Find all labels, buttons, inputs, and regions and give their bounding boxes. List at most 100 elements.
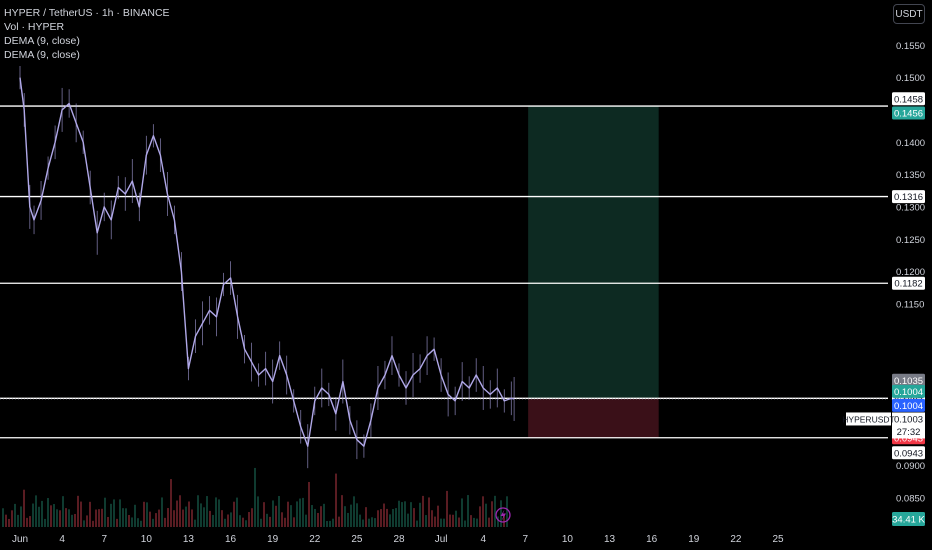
volume-bar <box>347 513 349 527</box>
y-axis-tick-label: 0.1550 <box>896 41 925 52</box>
y-axis-tick-label: 0.1500 <box>896 73 925 84</box>
volume-bar <box>389 514 391 527</box>
profit-zone[interactable] <box>528 106 659 398</box>
volume-bar <box>446 491 448 527</box>
volume-bar <box>473 518 475 527</box>
volume-bar <box>221 510 223 527</box>
x-axis-tick-label: 19 <box>267 534 279 545</box>
x-axis-tick-label: Jun <box>12 534 28 545</box>
volume-bar <box>20 506 22 527</box>
volume-bar <box>11 510 13 527</box>
y-axis-tick-label: 0.1150 <box>896 299 924 310</box>
volume-bar <box>200 503 202 527</box>
volume-bar <box>317 513 319 527</box>
volume-bar <box>110 504 112 527</box>
current-price-value: 0.1003 <box>894 414 923 425</box>
volume-bar <box>35 495 37 527</box>
x-axis-tick-label: 13 <box>604 534 616 545</box>
volume-bar <box>443 519 445 527</box>
volume-bar <box>155 513 157 527</box>
volume-bar <box>488 518 490 527</box>
volume-bar <box>38 507 40 527</box>
volume-bar <box>146 502 148 527</box>
volume-bar <box>122 508 124 527</box>
volume-bar <box>65 508 67 527</box>
volume-bar <box>50 505 52 527</box>
dema-indicator-label-1[interactable]: DEMA (9, close) <box>4 34 170 48</box>
volume-bar <box>107 517 109 527</box>
volume-bar <box>191 509 193 527</box>
volume-bar <box>233 502 235 527</box>
volume-bar <box>482 496 484 527</box>
currency-button[interactable]: USDT <box>893 4 925 24</box>
volume-bar <box>218 499 220 527</box>
x-axis-tick-label: 10 <box>562 534 574 545</box>
volume-bar <box>161 497 163 527</box>
volume-bar <box>143 502 145 527</box>
x-axis-tick-label: 22 <box>309 534 321 545</box>
volume-bar <box>74 514 76 527</box>
volume-bar <box>137 518 139 527</box>
volume-bar <box>185 507 187 527</box>
tag-entry-2: 0.1004 <box>894 401 923 412</box>
volume-bar <box>284 518 286 527</box>
volume-bar <box>440 519 442 527</box>
volume-bar <box>206 496 208 527</box>
volume-bar <box>461 498 463 527</box>
volume-bar <box>236 498 238 527</box>
volume-bar <box>332 519 334 527</box>
volume-bar <box>158 510 160 527</box>
x-axis-tick-label: 25 <box>772 534 784 545</box>
symbol-title[interactable]: HYPER / TetherUS · 1h · BINANCE <box>4 6 170 20</box>
volume-bar <box>14 504 16 527</box>
volume-bar <box>95 510 97 527</box>
volume-bar <box>170 479 172 527</box>
symbol-label: HYPERUSDT <box>842 414 894 424</box>
volume-bar <box>356 503 358 527</box>
y-axis-tick-label: 0.0850 <box>896 493 925 504</box>
volume-bar <box>365 507 367 527</box>
tag-stop-2: 0.0943 <box>894 448 923 459</box>
volume-bar <box>398 501 400 527</box>
volume-bar <box>257 496 259 527</box>
y-axis-tick-label: 0.1300 <box>896 202 925 213</box>
volume-bar <box>341 495 343 527</box>
volume-bar <box>338 517 340 527</box>
volume-bar <box>305 515 307 527</box>
volume-indicator-label[interactable]: Vol · HYPER <box>4 20 170 34</box>
volume-bar <box>458 518 460 527</box>
volume-bar <box>113 499 115 527</box>
volume-bar <box>404 501 406 527</box>
volume-bar <box>425 515 427 527</box>
volume-bar <box>464 521 466 527</box>
volume-bar <box>428 497 430 527</box>
x-axis-tick-label: 25 <box>351 534 363 545</box>
volume-bar <box>131 517 133 527</box>
volume-bar <box>167 508 169 527</box>
volume-bar <box>209 511 211 527</box>
chart-legend: HYPER / TetherUS · 1h · BINANCE Vol · HY… <box>4 6 170 62</box>
long-position-tool[interactable] <box>528 106 659 438</box>
loss-zone[interactable] <box>528 398 659 437</box>
volume-bar <box>500 500 502 527</box>
volume-bar <box>296 501 298 527</box>
volume-bar <box>41 501 43 527</box>
dema-indicator-label-2[interactable]: DEMA (9, close) <box>4 48 170 62</box>
x-axis-tick-label: 10 <box>141 534 153 545</box>
volume-bar <box>62 496 64 527</box>
volume-bar <box>353 496 355 527</box>
x-axis-tick-label: 28 <box>393 534 405 545</box>
volume-bar <box>419 503 421 527</box>
volume-bar <box>212 515 214 527</box>
volume-bar <box>362 520 364 527</box>
volume-bar <box>242 518 244 527</box>
volume-bar <box>173 510 175 527</box>
volume-bar <box>68 509 70 527</box>
volume-bar <box>152 519 154 527</box>
y-axis-tick-label: 0.1350 <box>896 170 925 181</box>
x-axis-tick-label: 4 <box>480 534 486 545</box>
volume-bar <box>275 506 277 527</box>
volume-bar <box>326 521 328 527</box>
volume-bar <box>224 519 226 527</box>
